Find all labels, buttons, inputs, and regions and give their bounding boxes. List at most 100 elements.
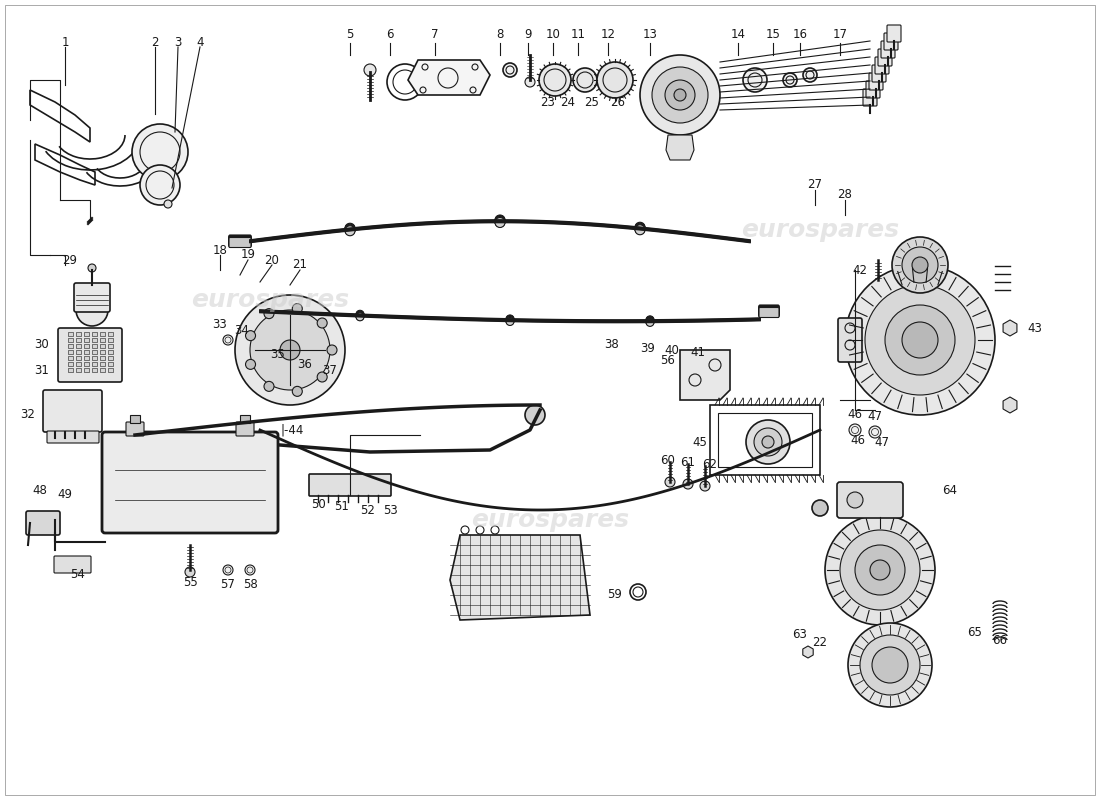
Circle shape — [573, 68, 597, 92]
FancyBboxPatch shape — [43, 390, 102, 432]
Text: 41: 41 — [691, 346, 705, 358]
Bar — [100, 344, 104, 348]
Text: 31: 31 — [34, 363, 50, 377]
Text: 17: 17 — [833, 29, 847, 42]
Text: 34: 34 — [234, 323, 250, 337]
Circle shape — [646, 318, 654, 326]
Text: 18: 18 — [212, 243, 228, 257]
Bar — [76, 362, 81, 366]
FancyBboxPatch shape — [759, 306, 779, 316]
Bar — [92, 344, 97, 348]
Text: 46: 46 — [847, 409, 862, 422]
Circle shape — [356, 312, 364, 320]
FancyBboxPatch shape — [229, 237, 251, 247]
Circle shape — [700, 481, 710, 491]
Circle shape — [76, 294, 108, 326]
Circle shape — [264, 382, 274, 391]
Circle shape — [860, 635, 920, 695]
Text: 14: 14 — [730, 29, 746, 42]
Bar — [92, 338, 97, 342]
Circle shape — [345, 226, 355, 235]
Bar — [100, 356, 104, 360]
Text: 36: 36 — [298, 358, 312, 371]
Circle shape — [503, 63, 517, 77]
Circle shape — [646, 318, 654, 326]
Circle shape — [506, 317, 514, 325]
Text: 1: 1 — [62, 35, 68, 49]
Circle shape — [495, 216, 505, 226]
Text: 29: 29 — [63, 254, 77, 266]
Circle shape — [812, 500, 828, 516]
Circle shape — [235, 295, 345, 405]
Bar — [108, 332, 113, 336]
Text: 9: 9 — [525, 29, 531, 42]
Circle shape — [754, 428, 782, 456]
Circle shape — [364, 64, 376, 76]
Circle shape — [506, 315, 514, 323]
Circle shape — [495, 218, 505, 227]
Text: 20: 20 — [265, 254, 279, 266]
FancyBboxPatch shape — [881, 41, 895, 58]
Circle shape — [849, 424, 861, 436]
Text: 7: 7 — [431, 29, 439, 42]
Circle shape — [345, 224, 355, 234]
Circle shape — [317, 318, 327, 328]
Circle shape — [902, 247, 938, 283]
Circle shape — [902, 322, 938, 358]
Bar — [76, 344, 81, 348]
Bar — [84, 356, 89, 360]
Bar — [68, 338, 73, 342]
Circle shape — [243, 337, 253, 347]
Bar — [92, 350, 97, 354]
Circle shape — [666, 477, 675, 487]
Bar — [100, 332, 104, 336]
Text: 56: 56 — [661, 354, 675, 366]
Circle shape — [742, 68, 767, 92]
Text: 15: 15 — [766, 29, 780, 42]
Text: 33: 33 — [212, 318, 228, 331]
Circle shape — [88, 264, 96, 272]
Circle shape — [635, 225, 645, 234]
Bar — [68, 350, 73, 354]
Bar — [100, 338, 104, 342]
Circle shape — [652, 67, 708, 123]
Text: 60: 60 — [661, 454, 675, 466]
Text: 47: 47 — [874, 435, 890, 449]
Circle shape — [825, 515, 935, 625]
Text: 43: 43 — [1027, 322, 1043, 334]
FancyBboxPatch shape — [58, 328, 122, 382]
FancyBboxPatch shape — [884, 33, 898, 50]
Circle shape — [525, 405, 544, 425]
FancyBboxPatch shape — [869, 73, 883, 90]
Bar — [108, 356, 113, 360]
Circle shape — [646, 318, 654, 326]
Text: 55: 55 — [183, 575, 197, 589]
Circle shape — [245, 330, 255, 341]
FancyBboxPatch shape — [309, 474, 390, 496]
Text: 30: 30 — [34, 338, 50, 351]
Bar — [68, 356, 73, 360]
Text: 4: 4 — [196, 35, 204, 49]
Circle shape — [840, 530, 920, 610]
Text: 49: 49 — [57, 489, 73, 502]
Text: 32: 32 — [21, 409, 35, 422]
Text: 57: 57 — [221, 578, 235, 591]
Text: 59: 59 — [607, 589, 623, 602]
FancyBboxPatch shape — [26, 511, 60, 535]
Bar — [100, 362, 104, 366]
Text: 40: 40 — [664, 343, 680, 357]
Bar — [240, 415, 250, 423]
Circle shape — [635, 224, 645, 234]
Text: 3: 3 — [174, 35, 182, 49]
Circle shape — [223, 335, 233, 345]
Bar — [84, 368, 89, 372]
Circle shape — [666, 80, 695, 110]
Circle shape — [495, 217, 505, 227]
Circle shape — [646, 317, 654, 325]
Text: 26: 26 — [610, 95, 626, 109]
Circle shape — [356, 313, 364, 321]
Bar — [100, 350, 104, 354]
Circle shape — [762, 436, 774, 448]
FancyBboxPatch shape — [866, 81, 880, 98]
Circle shape — [847, 492, 864, 508]
